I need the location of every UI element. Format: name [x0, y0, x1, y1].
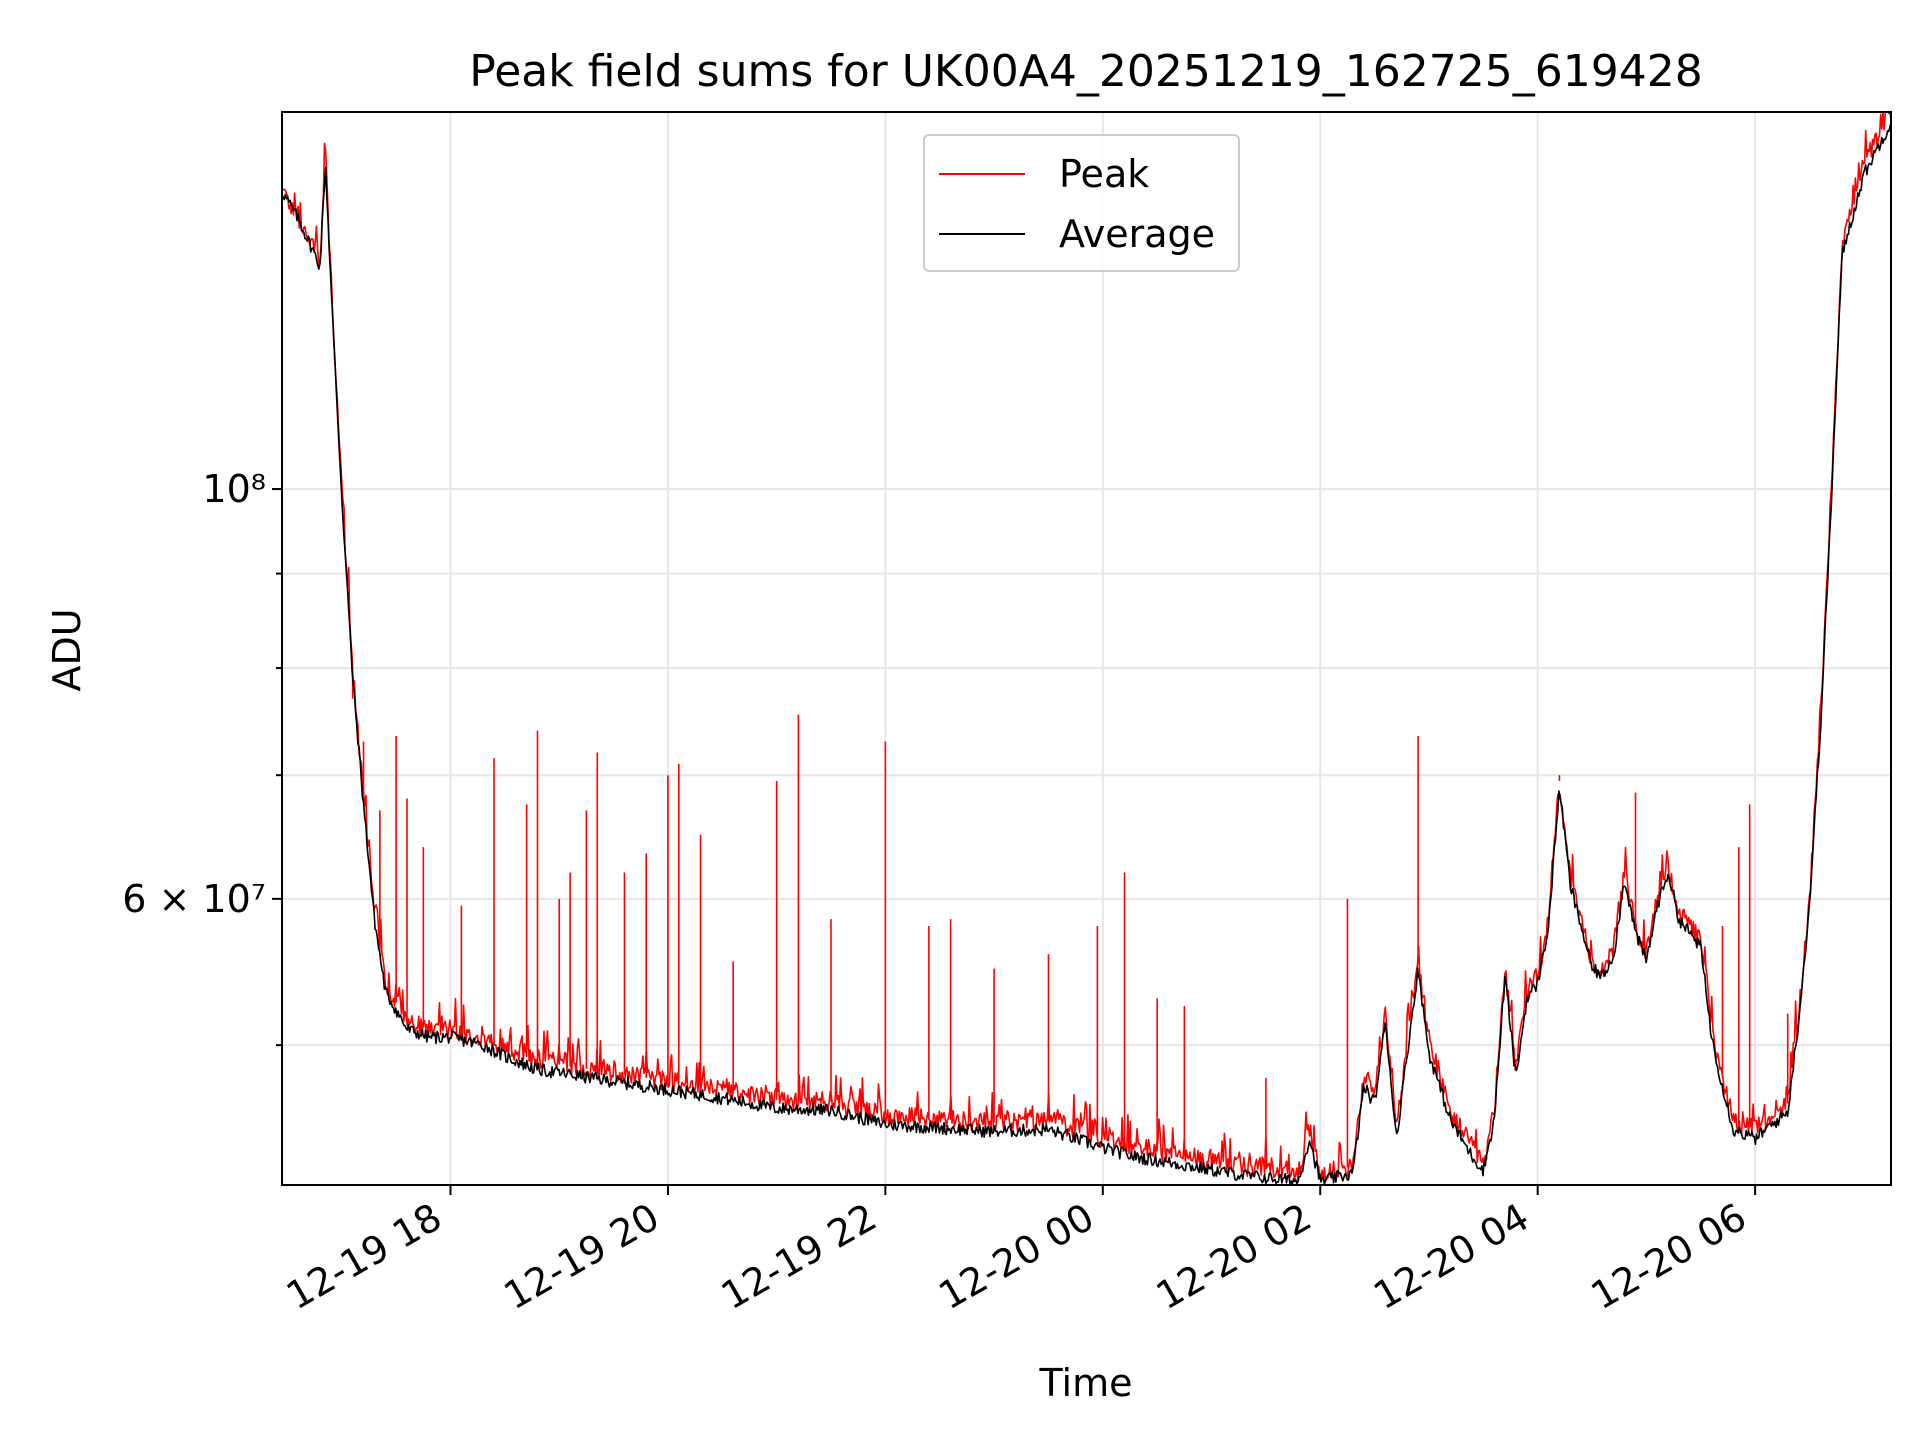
x-tick-label: 12-20 02	[1149, 1195, 1319, 1319]
y-tick-label: 6 × 10⁷	[122, 877, 266, 921]
series-line-peak	[281, 111, 1892, 1182]
y-axis-ticks: 6 × 10⁷ 10⁸	[122, 467, 282, 1047]
x-axis-ticks: 12-19 18 12-19 20 12-19 22 12-20 00 12-20 02…	[279, 1185, 1757, 1319]
series-layer	[281, 111, 1892, 1186]
legend-item-average: Average	[939, 212, 1216, 256]
x-tick-label: 12-19 20	[496, 1195, 666, 1319]
grid-lines	[282, 112, 1891, 1185]
plot-frame	[281, 111, 1892, 1186]
y-axis-label: ADU	[45, 608, 89, 691]
legend-swatch-peak	[939, 173, 1025, 175]
legend-item-peak: Peak	[939, 152, 1150, 196]
y-tick-label: 10⁸	[202, 467, 266, 511]
legend-label-peak: Peak	[1059, 152, 1150, 196]
x-tick-label: 12-19 22	[714, 1195, 884, 1319]
x-tick-label: 12-20 06	[1584, 1195, 1754, 1319]
x-tick-label: 12-20 00	[931, 1195, 1101, 1319]
legend-label-average: Average	[1059, 212, 1216, 256]
legend-swatch-average	[939, 233, 1025, 235]
x-tick-label: 12-19 18	[279, 1195, 449, 1319]
legend: Peak Average	[923, 134, 1240, 272]
series-line-average	[281, 122, 1892, 1186]
x-axis-label: Time	[1039, 1361, 1133, 1405]
x-tick-label: 12-20 04	[1366, 1195, 1536, 1319]
chart-title: Peak field sums for UK00A4_20251219_1627…	[469, 46, 1702, 97]
